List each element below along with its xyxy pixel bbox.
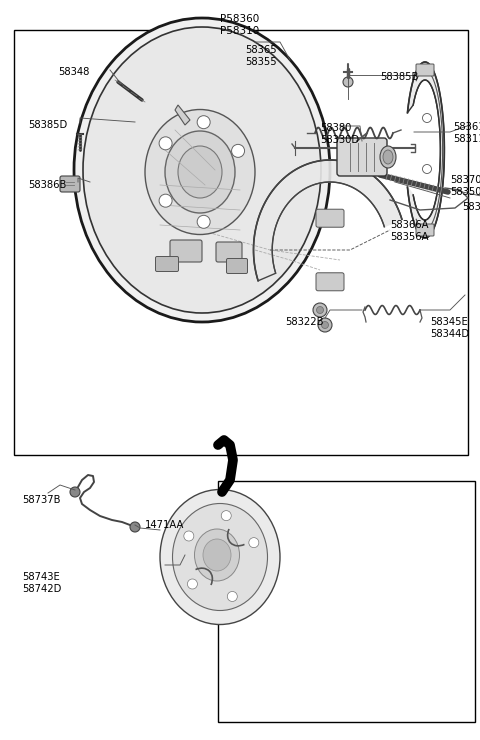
Text: 58737B: 58737B bbox=[22, 495, 60, 505]
Text: 58366A
58356A: 58366A 58356A bbox=[390, 220, 429, 243]
FancyBboxPatch shape bbox=[337, 138, 387, 176]
Circle shape bbox=[130, 522, 140, 532]
Text: 58365
58355: 58365 58355 bbox=[245, 45, 276, 67]
Circle shape bbox=[197, 115, 210, 129]
Circle shape bbox=[231, 144, 245, 158]
Circle shape bbox=[197, 215, 210, 229]
Ellipse shape bbox=[83, 27, 321, 313]
Ellipse shape bbox=[203, 539, 231, 571]
Text: 58743E
58742D: 58743E 58742D bbox=[22, 572, 61, 594]
FancyBboxPatch shape bbox=[316, 273, 344, 291]
Circle shape bbox=[313, 303, 327, 317]
Circle shape bbox=[221, 511, 231, 521]
Circle shape bbox=[159, 137, 172, 149]
Text: 58312A: 58312A bbox=[462, 202, 480, 212]
Ellipse shape bbox=[165, 131, 235, 213]
Ellipse shape bbox=[145, 110, 255, 235]
Text: 58322B: 58322B bbox=[285, 317, 324, 327]
Circle shape bbox=[343, 77, 353, 87]
Polygon shape bbox=[408, 62, 444, 238]
FancyBboxPatch shape bbox=[416, 64, 434, 76]
Text: 58386B: 58386B bbox=[28, 180, 66, 190]
Ellipse shape bbox=[178, 146, 222, 198]
Text: P58360
P58310: P58360 P58310 bbox=[220, 14, 260, 36]
Text: 58385D: 58385D bbox=[28, 120, 67, 130]
FancyBboxPatch shape bbox=[170, 240, 202, 262]
FancyBboxPatch shape bbox=[416, 224, 434, 236]
Polygon shape bbox=[253, 160, 402, 280]
Bar bbox=[218, 481, 475, 722]
Text: 58370
58350: 58370 58350 bbox=[450, 175, 480, 198]
Text: 58380
58330D: 58380 58330D bbox=[320, 123, 359, 145]
Ellipse shape bbox=[194, 529, 240, 581]
Circle shape bbox=[316, 306, 324, 314]
Circle shape bbox=[318, 318, 332, 332]
Circle shape bbox=[322, 321, 328, 329]
Ellipse shape bbox=[172, 503, 267, 610]
Text: 58361
58311C: 58361 58311C bbox=[453, 122, 480, 144]
Ellipse shape bbox=[160, 489, 280, 625]
Circle shape bbox=[187, 579, 197, 589]
Circle shape bbox=[249, 538, 259, 548]
FancyBboxPatch shape bbox=[316, 209, 344, 227]
Text: 58345E
58344D: 58345E 58344D bbox=[430, 317, 469, 340]
Circle shape bbox=[422, 164, 432, 173]
Ellipse shape bbox=[380, 146, 396, 168]
Circle shape bbox=[70, 487, 80, 497]
Ellipse shape bbox=[74, 18, 330, 322]
Text: 58385B: 58385B bbox=[380, 72, 419, 82]
Circle shape bbox=[422, 113, 432, 123]
Circle shape bbox=[159, 194, 172, 207]
Circle shape bbox=[228, 591, 237, 602]
FancyBboxPatch shape bbox=[216, 242, 242, 262]
Circle shape bbox=[184, 531, 194, 541]
Bar bbox=[14, 30, 468, 455]
FancyBboxPatch shape bbox=[156, 257, 179, 272]
Ellipse shape bbox=[383, 150, 393, 164]
Text: 58348: 58348 bbox=[58, 67, 89, 77]
Text: 1471AA: 1471AA bbox=[145, 520, 184, 530]
FancyBboxPatch shape bbox=[60, 176, 80, 192]
Polygon shape bbox=[175, 105, 190, 125]
FancyBboxPatch shape bbox=[227, 258, 248, 274]
